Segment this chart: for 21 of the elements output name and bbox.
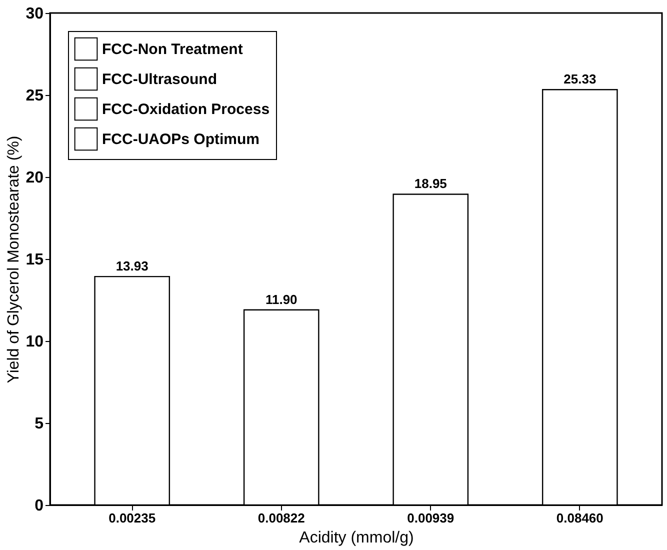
legend-label: FCC-Oxidation Process (102, 101, 270, 118)
y-tick-label: 10 (26, 334, 44, 350)
y-tick-label: 5 (34, 416, 44, 432)
y-tick-label: 15 (26, 252, 44, 268)
y-axis-title: Yield of Glycerol Monostearate (%) (6, 136, 23, 384)
x-axis-title: Acidity (mmol/g) (299, 530, 414, 546)
legend-label: FCC-Ultrasound (102, 71, 217, 88)
legend-label: FCC-Non Treatment (102, 41, 243, 58)
y-tick-label: 20 (26, 170, 44, 186)
legend-label: FCC-UAOPs Optimum (102, 131, 260, 148)
text: 13.93 (116, 258, 148, 274)
text: 25.33 (564, 72, 596, 87)
x-tick-label: 0.08460 (556, 510, 604, 526)
x-tick-label: 0.00235 (108, 510, 156, 526)
text: 11.90 (265, 292, 298, 307)
x-tick-label: 0.00822 (258, 510, 305, 526)
y-tick-label: 30 (26, 6, 44, 22)
text: 18.95 (414, 176, 447, 192)
x-tick-label: 0.00939 (407, 510, 454, 526)
y-tick-label: 25 (26, 88, 44, 104)
y-tick-label: 0 (34, 498, 44, 514)
